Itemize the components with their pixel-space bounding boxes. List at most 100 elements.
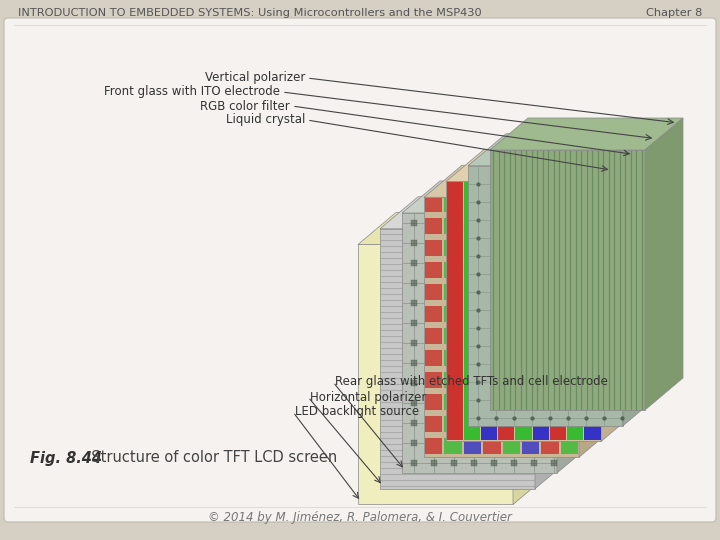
Bar [471, 220, 477, 226]
Bar [411, 240, 417, 246]
Bar [411, 440, 417, 446]
Polygon shape [446, 150, 639, 181]
Polygon shape [468, 166, 623, 426]
Bar [431, 240, 437, 246]
Bar [425, 198, 442, 212]
Bar [491, 220, 497, 226]
Bar [491, 440, 497, 446]
Polygon shape [358, 245, 513, 504]
Text: INTRODUCTION TO EMBEDDED SYSTEMS: Using Microcontrollers and the MSP430: INTRODUCTION TO EMBEDDED SYSTEMS: Using … [18, 8, 482, 18]
Bar [483, 306, 500, 322]
Bar [483, 240, 500, 256]
Bar [511, 220, 517, 226]
Bar [541, 262, 559, 278]
Polygon shape [424, 197, 579, 457]
Bar [425, 438, 442, 454]
Bar [561, 218, 578, 234]
Bar [516, 183, 531, 441]
Polygon shape [380, 197, 573, 229]
Bar [511, 400, 517, 406]
Bar [531, 360, 537, 366]
Bar [464, 350, 481, 366]
Bar [425, 306, 442, 322]
Bar [511, 380, 517, 386]
Bar [411, 340, 417, 346]
Bar [561, 328, 578, 344]
Bar [522, 198, 539, 212]
Text: Chapter 8: Chapter 8 [646, 8, 702, 18]
Bar [522, 218, 539, 234]
Bar [444, 198, 462, 212]
Bar [491, 240, 497, 246]
Bar [483, 438, 500, 454]
Bar [584, 183, 600, 441]
Bar [503, 306, 520, 322]
Bar [444, 416, 462, 432]
Bar [522, 350, 539, 366]
Bar [425, 262, 442, 278]
Bar [471, 260, 477, 266]
Bar [425, 350, 442, 366]
Bar [541, 394, 559, 410]
Bar [531, 260, 537, 266]
Polygon shape [446, 181, 601, 442]
Bar [431, 420, 437, 426]
Bar [522, 438, 539, 454]
Bar [491, 340, 497, 346]
Bar [533, 183, 549, 441]
Polygon shape [601, 150, 639, 442]
Bar [491, 280, 497, 286]
Bar [491, 360, 497, 366]
Text: LED backlight source: LED backlight source [295, 406, 419, 419]
Bar [464, 328, 481, 344]
Bar [511, 260, 517, 266]
Bar [503, 416, 520, 432]
Bar [464, 183, 480, 441]
Bar [444, 394, 462, 410]
Text: RGB color filter: RGB color filter [200, 99, 290, 112]
Bar [444, 372, 462, 388]
Bar [444, 262, 462, 278]
Bar [483, 218, 500, 234]
Bar [503, 218, 520, 234]
Text: Vertical polarizer: Vertical polarizer [204, 71, 305, 84]
Bar [411, 320, 417, 326]
Bar [491, 400, 497, 406]
Bar [491, 300, 497, 306]
Bar [471, 280, 477, 286]
Bar [541, 328, 559, 344]
Bar [483, 372, 500, 388]
Bar [551, 240, 557, 246]
Bar [503, 438, 520, 454]
Bar [431, 300, 437, 306]
Bar [431, 320, 437, 326]
Bar [483, 394, 500, 410]
Bar [551, 300, 557, 306]
Bar [561, 284, 578, 300]
Bar [444, 284, 462, 300]
Bar [511, 420, 517, 426]
Bar [522, 306, 539, 322]
Bar [464, 240, 481, 256]
Bar [471, 460, 477, 466]
Bar [431, 220, 437, 226]
Bar [411, 360, 417, 366]
Bar [491, 320, 497, 326]
Bar [541, 416, 559, 432]
Bar [561, 240, 578, 256]
Bar [483, 350, 500, 366]
Bar [522, 262, 539, 278]
Bar [551, 400, 557, 406]
Bar [411, 400, 417, 406]
Polygon shape [557, 181, 595, 473]
Bar [531, 280, 537, 286]
Bar [444, 218, 462, 234]
Bar [491, 460, 497, 466]
Bar [491, 260, 497, 266]
Text: Fig. 8.44: Fig. 8.44 [30, 450, 102, 465]
Polygon shape [402, 181, 595, 213]
Bar [531, 420, 537, 426]
Bar [522, 394, 539, 410]
Bar [451, 340, 457, 346]
Bar [451, 420, 457, 426]
